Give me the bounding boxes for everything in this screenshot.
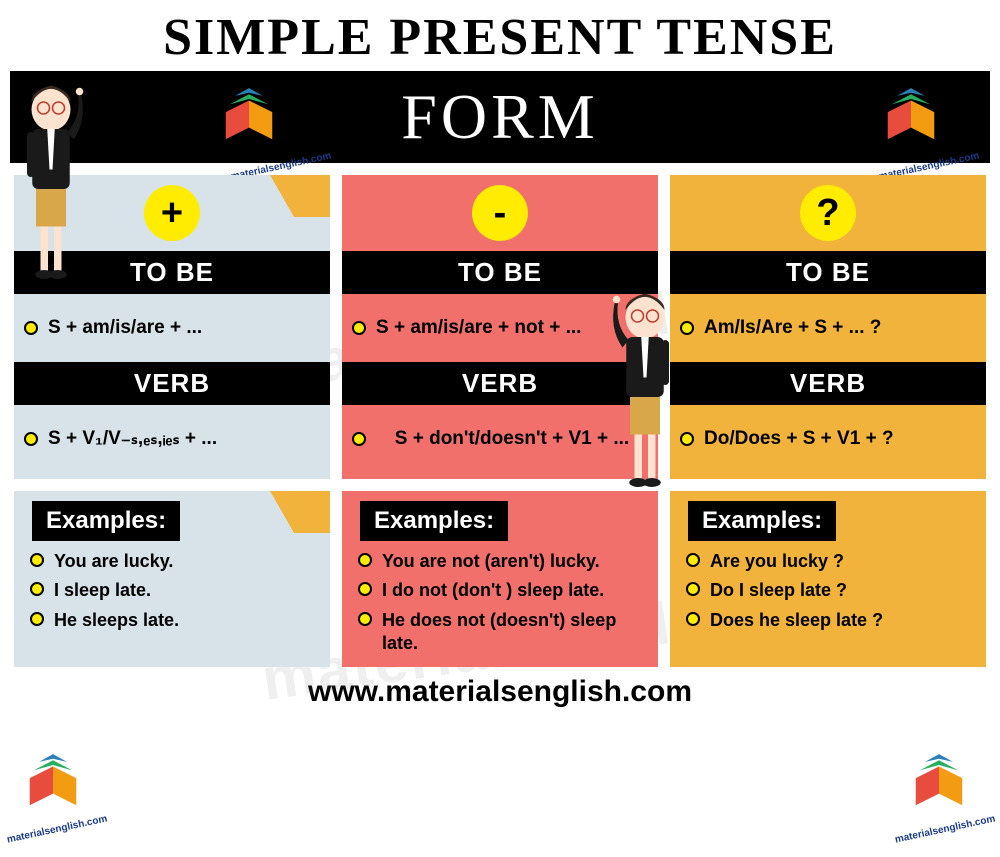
- tobe-rule-text: S + am/is/are + not + ...: [376, 316, 581, 340]
- book-logo-icon: [14, 751, 92, 813]
- bullet-icon: [30, 582, 44, 596]
- tab-notch: [270, 491, 330, 533]
- bullet-icon: [30, 612, 44, 626]
- example-item: I do not (don't ) sleep late.: [342, 576, 658, 605]
- bullet-icon: [352, 432, 366, 446]
- page-title: SIMPLE PRESENT TENSE: [0, 0, 1000, 71]
- example-item: Do I sleep late ?: [670, 576, 986, 605]
- minus-icon: -: [472, 185, 528, 241]
- example-item: I sleep late.: [14, 576, 330, 605]
- example-text: Does he sleep late ?: [710, 609, 883, 632]
- verb-rule-row: Do/Does + S + V1 + ?: [670, 409, 986, 469]
- subtitle-text: FORM: [401, 80, 598, 154]
- bullet-icon: [24, 432, 38, 446]
- bullet-icon: [24, 321, 38, 335]
- example-text: He sleeps late.: [54, 609, 179, 632]
- verb-rule-text: Do/Does + S + V1 + ?: [704, 427, 894, 451]
- example-item: Are you lucky ?: [670, 547, 986, 576]
- logo-caption: materialsenglish.com: [894, 813, 996, 845]
- example-text: You are lucky.: [54, 550, 173, 573]
- example-text: You are not (aren't) lucky.: [382, 550, 600, 573]
- bullet-icon: [352, 321, 366, 335]
- bullet-icon: [686, 582, 700, 596]
- question-icon: ?: [800, 185, 856, 241]
- example-item: You are not (aren't) lucky.: [342, 547, 658, 576]
- example-text: I sleep late.: [54, 579, 151, 602]
- bullet-icon: [686, 553, 700, 567]
- teacher-icon: [6, 62, 96, 322]
- example-text: I do not (don't ) sleep late.: [382, 579, 604, 602]
- tobe-rule-row: Am/Is/Are + S + ... ?: [670, 298, 986, 358]
- subtitle-bar: FORM materialsenglish.com materialsengli…: [10, 71, 990, 163]
- book-logo-icon: [900, 751, 978, 813]
- bullet-icon: [358, 553, 372, 567]
- logo-caption: materialsenglish.com: [6, 813, 108, 845]
- bullet-icon: [358, 582, 372, 596]
- examples-label: Examples:: [360, 501, 508, 541]
- verb-label: VERB: [670, 362, 986, 405]
- examples-label: Examples:: [32, 501, 180, 541]
- book-logo-icon: [872, 85, 950, 147]
- tobe-label: TO BE: [670, 251, 986, 294]
- book-logo-icon: [210, 85, 288, 147]
- question-column: ? TO BE Am/Is/Are + S + ... ? VERB Do/Do…: [670, 175, 986, 479]
- question-examples: Examples: Are you lucky ? Do I sleep lat…: [670, 491, 986, 667]
- bullet-icon: [30, 553, 44, 567]
- plus-icon: +: [144, 185, 200, 241]
- footer-url: www.materialsenglish.com: [0, 669, 1000, 715]
- bullet-icon: [686, 612, 700, 626]
- example-item: He does not (doesn't) sleep late.: [342, 606, 658, 659]
- example-text: Are you lucky ?: [710, 550, 844, 573]
- example-text: He does not (doesn't) sleep late.: [382, 609, 646, 656]
- example-item: Does he sleep late ?: [670, 606, 986, 635]
- rules-columns: + TO BE S + am/is/are + ... VERB S + V₁/…: [0, 163, 1000, 485]
- tobe-rule-text: Am/Is/Are + S + ... ?: [704, 316, 881, 340]
- examples-row: Examples: You are lucky. I sleep late. H…: [0, 485, 1000, 669]
- teacher-icon: [600, 280, 690, 520]
- verb-rule-row: S + V₁/V₋ₛ,ₑₛ,ᵢₑₛ + ...: [14, 409, 330, 469]
- bullet-icon: [358, 612, 372, 626]
- example-item: You are lucky.: [14, 547, 330, 576]
- verb-rule-text: S + V₁/V₋ₛ,ₑₛ,ᵢₑₛ + ...: [48, 427, 217, 451]
- tab-notch: [270, 175, 330, 217]
- examples-label: Examples:: [688, 501, 836, 541]
- positive-examples: Examples: You are lucky. I sleep late. H…: [14, 491, 330, 667]
- example-item: He sleeps late.: [14, 606, 330, 635]
- verb-label: VERB: [14, 362, 330, 405]
- example-text: Do I sleep late ?: [710, 579, 847, 602]
